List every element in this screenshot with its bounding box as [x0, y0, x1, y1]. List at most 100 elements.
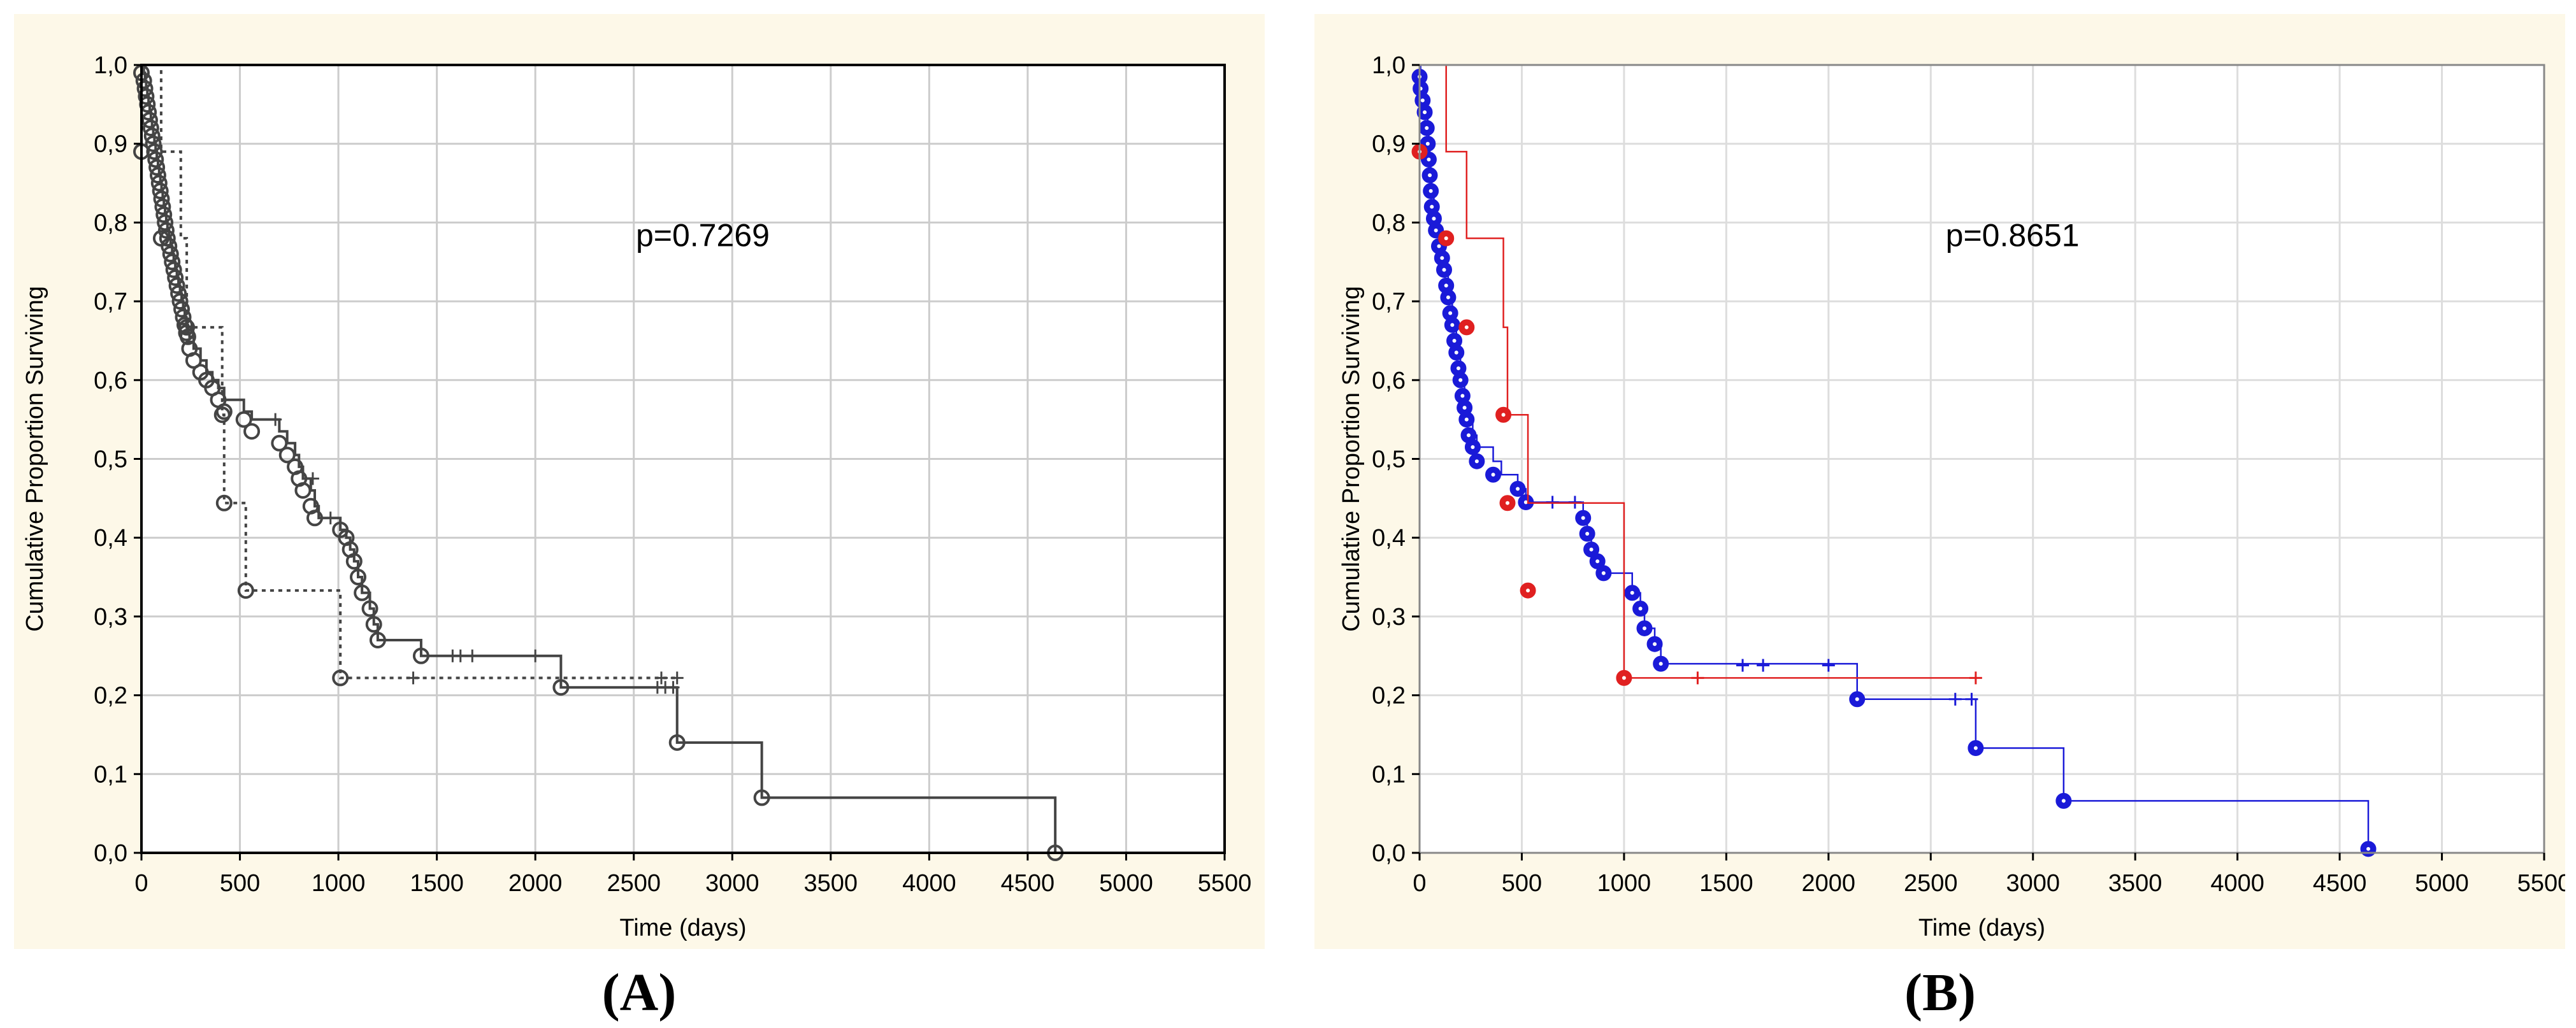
y-tick-label: 0,5: [94, 446, 127, 473]
censor-mark: [1822, 659, 1835, 672]
censor-mark: [1757, 659, 1770, 672]
event-point: [278, 446, 296, 464]
event-point-core: [1454, 350, 1458, 355]
event-point: [145, 135, 162, 152]
event-point-core: [1444, 283, 1448, 288]
event-point-core: [1462, 406, 1467, 410]
x-tick-label: 3500: [2108, 870, 2162, 897]
event-point-core: [1452, 338, 1457, 343]
p-value-annotation: p=0.7269: [636, 218, 770, 253]
event-point: [306, 510, 323, 527]
event-point-core: [1437, 244, 1441, 248]
event-point: [142, 119, 159, 136]
y-tick-label: 0,0: [1372, 840, 1406, 867]
x-tick-label: 3000: [2006, 870, 2060, 897]
event-point-core: [1601, 571, 1606, 575]
event-point: [332, 669, 349, 687]
x-tick-label: 500: [1502, 870, 1542, 897]
event-point-core: [1464, 325, 1469, 329]
event-point: [153, 190, 170, 208]
event-point: [150, 175, 168, 192]
event-point-core: [1440, 256, 1444, 261]
event-point-core: [1653, 642, 1657, 646]
event-point-core: [1427, 157, 1431, 162]
event-point: [213, 406, 231, 424]
event-point-core: [1622, 676, 1626, 680]
event-point-core: [1425, 125, 1429, 130]
event-point-core: [1630, 590, 1634, 595]
km-chart-a: 0 500 1000 1500 2000 2500 3000 3500 4000 4500 5000…: [22, 52, 1251, 941]
y-tick-label: 0,1: [94, 761, 127, 788]
event-point: [168, 277, 185, 294]
event-point: [175, 308, 192, 325]
censor-mark: [1736, 659, 1750, 672]
censor-mark: [466, 649, 479, 662]
x-tick-label: 500: [220, 870, 260, 897]
event-point: [243, 423, 261, 440]
y-axis-label: Cumulative Proportion Surviving: [1338, 286, 1365, 632]
x-tick-label: 4000: [902, 870, 956, 897]
y-tick-label: 0,2: [94, 683, 127, 710]
event-point: [173, 301, 191, 318]
chart-panel-b: 0 500 1000 1500 2000 2500 3000 3500 4000 4500 5000…: [1314, 14, 2565, 949]
y-tick-label: 0,6: [1372, 368, 1406, 394]
censor-mark: [454, 649, 467, 662]
event-point-core: [1428, 189, 1433, 193]
event-point: [162, 245, 179, 262]
x-tick-label: 1500: [1699, 870, 1753, 897]
event-point-core: [1474, 459, 1479, 464]
event-point: [354, 584, 371, 601]
censor-mark: [529, 649, 542, 662]
event-point-core: [1595, 559, 1600, 564]
y-tick-label: 1,0: [1372, 52, 1406, 79]
event-point-core: [1432, 217, 1436, 221]
event-point: [294, 482, 312, 499]
event-point-core: [1471, 445, 1475, 449]
x-tick-label: 3000: [705, 870, 759, 897]
event-point: [365, 616, 382, 633]
event-point: [179, 328, 196, 345]
event-point-core: [1450, 323, 1455, 327]
event-point-core: [1458, 378, 1463, 382]
event-point: [178, 318, 196, 336]
y-tick-label: 0,4: [94, 525, 127, 552]
censor-mark: [670, 671, 684, 685]
x-tick-label: 0: [1413, 870, 1426, 897]
y-tick-label: 0,1: [1372, 761, 1406, 788]
event-point: [668, 734, 686, 751]
x-tick-label: 5500: [2517, 870, 2565, 897]
x-tick-label: 1000: [312, 870, 366, 897]
event-point-core: [1643, 626, 1646, 631]
event-point-core: [1430, 204, 1434, 209]
event-point-core: [1420, 98, 1425, 103]
event-point-core: [1638, 606, 1643, 611]
event-point-core: [1501, 413, 1506, 417]
event-point-core: [1523, 500, 1528, 504]
event-point-core: [1442, 268, 1446, 272]
event-point: [361, 600, 378, 617]
event-point-core: [1973, 746, 1978, 750]
event-point-core: [1460, 394, 1465, 398]
censor-mark: [324, 511, 337, 525]
y-tick-label: 0,3: [94, 604, 127, 631]
event-point: [138, 88, 155, 105]
x-tick-label: 1000: [1597, 870, 1651, 897]
y-axis-label: Cumulative Proportion Surviving: [22, 286, 48, 632]
x-tick-label: 4000: [2210, 870, 2264, 897]
y-tick-label: 0,0: [94, 840, 127, 867]
event-point-core: [1448, 311, 1453, 315]
event-point-core: [1855, 697, 1859, 701]
event-point: [165, 261, 182, 278]
censor-mark: [1948, 692, 1962, 706]
caption-a: (A): [601, 963, 677, 1022]
series-line-2: [141, 64, 679, 680]
event-point: [154, 198, 171, 215]
event-point: [237, 582, 254, 599]
censor-mark: [1965, 692, 1978, 706]
event-point: [136, 80, 154, 97]
y-tick-label: 0,7: [1372, 289, 1406, 315]
event-point: [152, 230, 169, 247]
event-point: [369, 632, 386, 649]
x-tick-label: 1500: [410, 870, 464, 897]
event-point-core: [1581, 516, 1585, 520]
